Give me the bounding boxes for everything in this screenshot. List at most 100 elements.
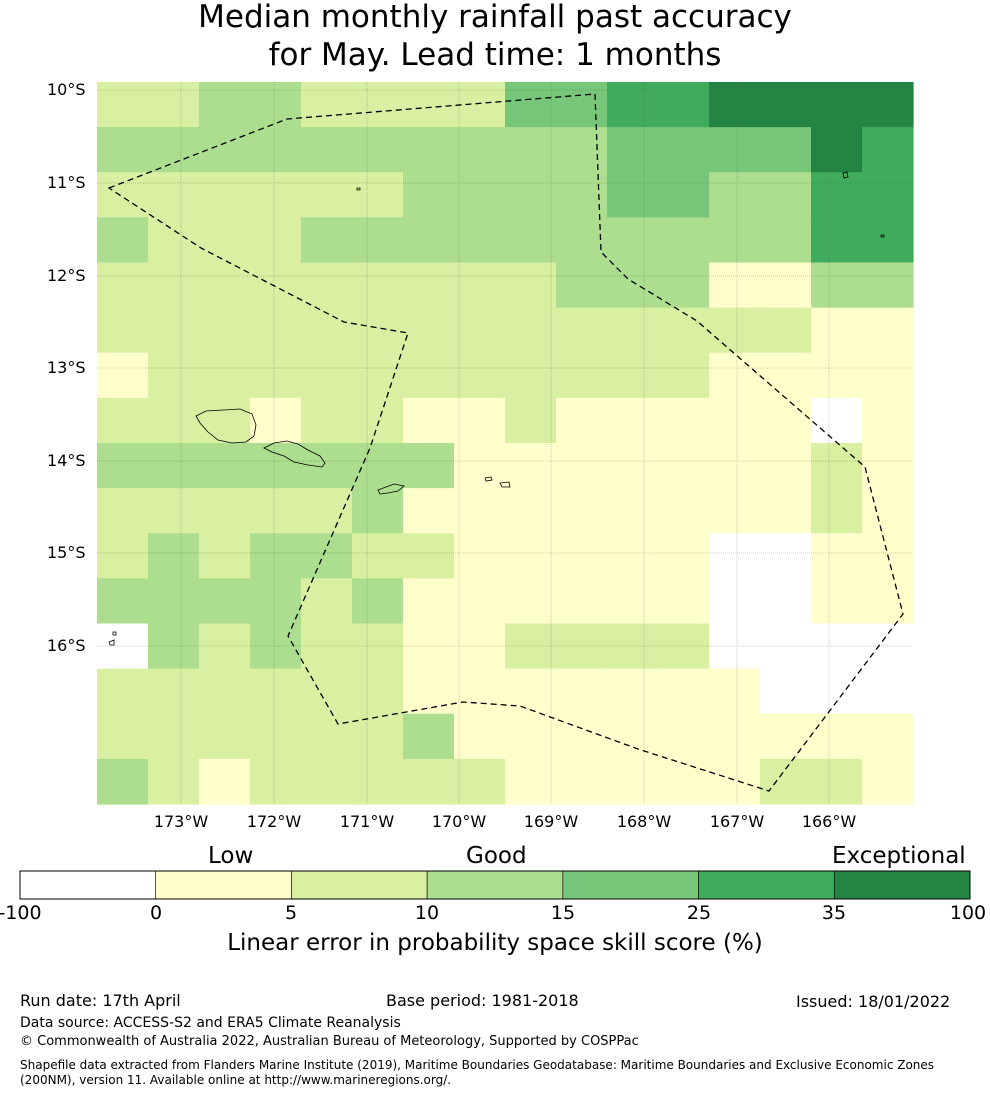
skill-cell (199, 217, 251, 264)
skill-cell (97, 352, 149, 399)
lon-label: 168°W (616, 812, 672, 831)
skill-cell (862, 262, 914, 309)
skill-cell (148, 307, 200, 354)
skill-cell (709, 488, 761, 534)
shapefile-credit: Shapefile data extracted from Flanders M… (20, 1058, 935, 1087)
skill-cell (505, 443, 557, 489)
skill-cell (658, 172, 710, 218)
skill-cell (505, 307, 557, 354)
skill-cell (811, 758, 863, 805)
skill-cell (403, 217, 455, 264)
skill-cell (811, 217, 863, 264)
colorbar-swatch (291, 870, 428, 900)
skill-cell (505, 758, 557, 805)
skill-cell (352, 127, 404, 173)
skill-cell (454, 758, 506, 805)
skill-cell (97, 262, 149, 309)
skill-cell (352, 443, 404, 489)
skill-cell (148, 217, 200, 264)
skill-cell (505, 262, 557, 309)
skill-cell (862, 352, 914, 399)
colorbar-tick: 25 (686, 902, 712, 924)
skill-cell (301, 578, 353, 625)
skill-cell (556, 443, 608, 489)
skill-cell (709, 758, 761, 805)
skill-cell (199, 713, 251, 760)
skill-cell (301, 397, 353, 444)
colorbar-swatch (562, 870, 699, 900)
skill-cell (505, 82, 557, 128)
skill-cell (505, 352, 557, 399)
skill-cell (658, 623, 710, 670)
skill-cell (250, 533, 302, 579)
skill-cell (760, 533, 812, 579)
skill-cell (607, 307, 659, 354)
skill-cell (250, 758, 302, 805)
skill-cell (454, 127, 506, 173)
skill-cell (403, 713, 455, 760)
skill-cell (97, 397, 149, 444)
skill-cell (97, 713, 149, 760)
skill-cell (862, 578, 914, 625)
skill-cell (811, 533, 863, 579)
lat-label: 12°S (47, 266, 86, 285)
skill-cell (607, 397, 659, 444)
skill-cell (148, 713, 200, 760)
chart-title-line-1: Median monthly rainfall past accuracy (198, 0, 792, 35)
skill-cell (658, 758, 710, 805)
skill-cell (148, 488, 200, 534)
skill-cell (250, 443, 302, 489)
skill-cell (862, 127, 914, 173)
skill-cell (97, 217, 149, 264)
skill-cell (250, 217, 302, 264)
skill-cell (403, 443, 455, 489)
skill-cell (505, 217, 557, 264)
skill-cell (97, 307, 149, 354)
skill-cell (862, 758, 914, 805)
skill-cell (811, 352, 863, 399)
skill-cell (658, 668, 710, 715)
skill-cell (505, 172, 557, 218)
skill-cell (250, 172, 302, 218)
skill-cell (658, 533, 710, 579)
skill-cell (352, 172, 404, 218)
island-swains (356, 187, 361, 191)
skill-cell (862, 217, 914, 264)
base-period: Base period: 1981-2018 (386, 991, 579, 1010)
skill-cell (403, 172, 455, 218)
skill-cell (658, 127, 710, 173)
island-savaii (195, 408, 257, 444)
skill-cell (760, 352, 812, 399)
skill-cell (556, 623, 608, 670)
skill-cell (352, 668, 404, 715)
skill-cell (607, 172, 659, 218)
skill-cell (709, 578, 761, 625)
skill-cell (199, 82, 251, 128)
run-date: Run date: 17th April (20, 991, 181, 1010)
skill-cell (709, 443, 761, 489)
colorbar-caption: Linear error in probability space skill … (227, 930, 763, 956)
skill-cell (199, 443, 251, 489)
colorbar-swatch (833, 870, 971, 900)
skill-cell (556, 307, 608, 354)
lat-label: 16°S (47, 636, 86, 655)
skill-cell (862, 713, 914, 760)
skill-cell (199, 578, 251, 625)
skill-cell (709, 82, 761, 128)
skill-cell (760, 443, 812, 489)
copyright: © Commonwealth of Australia 2022, Austra… (20, 1034, 639, 1049)
skill-cell (811, 443, 863, 489)
skill-cell (862, 443, 914, 489)
skill-cell (811, 713, 863, 760)
lon-label: 166°W (801, 812, 857, 831)
skill-cell (760, 623, 812, 670)
skill-cell (658, 713, 710, 760)
skill-cell (403, 307, 455, 354)
lon-label: 173°W (153, 812, 209, 831)
skill-cell (148, 397, 200, 444)
colorbar-tick: 100 (949, 902, 987, 924)
skill-cell (199, 262, 251, 309)
skill-cell (301, 713, 353, 760)
skill-cell (556, 127, 608, 173)
